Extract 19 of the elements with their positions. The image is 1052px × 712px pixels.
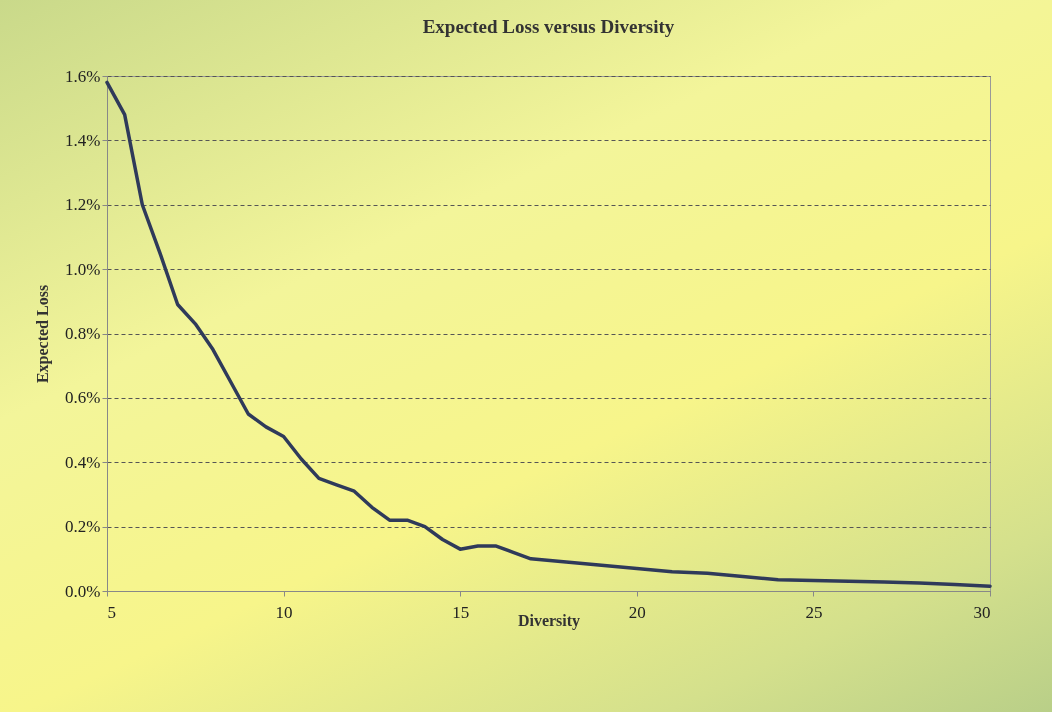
x-tick-label: 25 (805, 602, 823, 622)
chart-title: Expected Loss versus Diversity (422, 16, 675, 37)
x-tick-label: 30 (973, 602, 991, 622)
x-axis-title: Diversity (517, 611, 581, 630)
y-axis-title: Expected Loss (34, 284, 53, 384)
x-tick-label: 20 (628, 602, 646, 622)
y-tick-label: 1.2% (65, 195, 101, 215)
y-tick-label: 1.0% (65, 259, 101, 279)
y-tick-label: 0.0% (65, 581, 101, 601)
x-tick-label: 10 (275, 602, 293, 622)
y-tick-label: 0.6% (65, 388, 101, 408)
y-tick-label: 1.4% (65, 130, 101, 150)
y-tick-label: 1.6% (65, 66, 101, 86)
x-tick-label: 15 (452, 602, 470, 622)
x-tick-label: 5 (107, 602, 116, 622)
y-tick-label: 0.4% (65, 452, 101, 472)
y-tick-label: 0.8% (65, 324, 101, 343)
y-tick-label: 0.2% (65, 517, 101, 537)
line-series (105, 80, 992, 588)
